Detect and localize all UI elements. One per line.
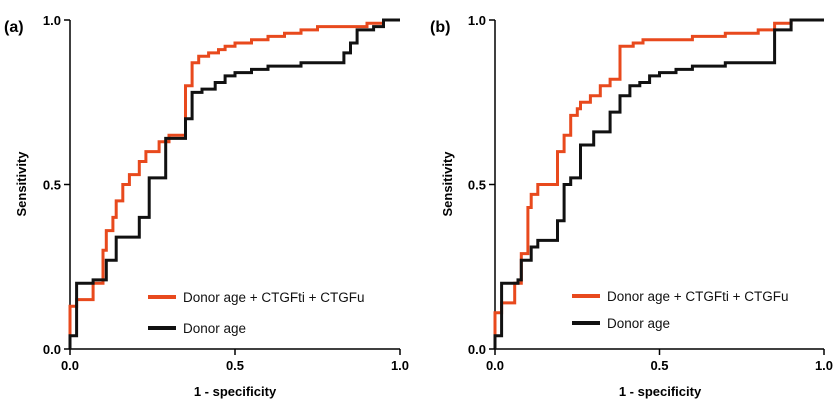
panel-a-legend: Donor age + CTGFti + CTGFu Donor age <box>148 290 365 336</box>
panel-b-series-donor-age-line <box>493 18 824 349</box>
panel-b-legend: Donor age + CTGFti + CTGFu Donor age <box>572 289 789 331</box>
panel-b-legend-label-combined: Donor age + CTGFti + CTGFu <box>607 289 789 304</box>
panel-a-ticks: 0.0 0.5 1.0 0.0 0.5 1.0 <box>43 13 409 373</box>
panel-a-series-donor-age-line <box>68 18 400 349</box>
panel-b-y-tick-label: 0.0 <box>468 342 486 357</box>
panel-b-ticks: 0.0 0.5 1.0 0.0 0.5 1.0 <box>468 13 833 373</box>
panel-a-y-tick-label: 1.0 <box>43 13 61 28</box>
panel-a-x-tick-label: 1.0 <box>391 358 409 373</box>
panel-b-y-axis-label: Sensitivity <box>440 151 455 217</box>
panel-a-x-tick-label: 0.5 <box>226 358 244 373</box>
panel-b-x-axis-label: 1 - specificity <box>619 384 702 399</box>
panel-b-x-tick-label: 1.0 <box>815 358 833 373</box>
panel-b-series-combined-line <box>493 18 824 349</box>
panel-b-label: (b) <box>430 19 450 36</box>
panel-a-legend-label-donor-age: Donor age <box>183 321 246 336</box>
panel-a-legend-label-combined: Donor age + CTGFti + CTGFu <box>183 290 365 305</box>
panel-b: (b) Sensitivity 1 - specificity 0.0 0.5 1.… <box>430 13 833 399</box>
panel-a-label: (a) <box>4 19 24 36</box>
panel-b-y-tick-label: 1.0 <box>468 13 486 28</box>
panel-a-y-axis-label: Sensitivity <box>14 151 29 217</box>
panel-b-y-tick-label: 0.5 <box>468 178 486 193</box>
panel-a: (a) Sensitivity 1 - specificity 0.0 0.5 1.… <box>4 13 409 399</box>
panel-b-legend-label-donor-age: Donor age <box>607 316 670 331</box>
panel-a-y-tick-label: 0.5 <box>43 178 61 193</box>
panel-b-x-tick-label: 0.0 <box>486 358 504 373</box>
panel-a-x-axis-label: 1 - specificity <box>194 384 277 399</box>
panel-a-x-tick-label: 0.0 <box>61 358 79 373</box>
panel-b-series <box>493 18 824 349</box>
panel-a-series-combined-line <box>68 18 400 349</box>
panel-a-y-tick-label: 0.0 <box>43 342 61 357</box>
panel-b-x-tick-label: 0.5 <box>650 358 668 373</box>
panel-a-series <box>68 18 400 349</box>
